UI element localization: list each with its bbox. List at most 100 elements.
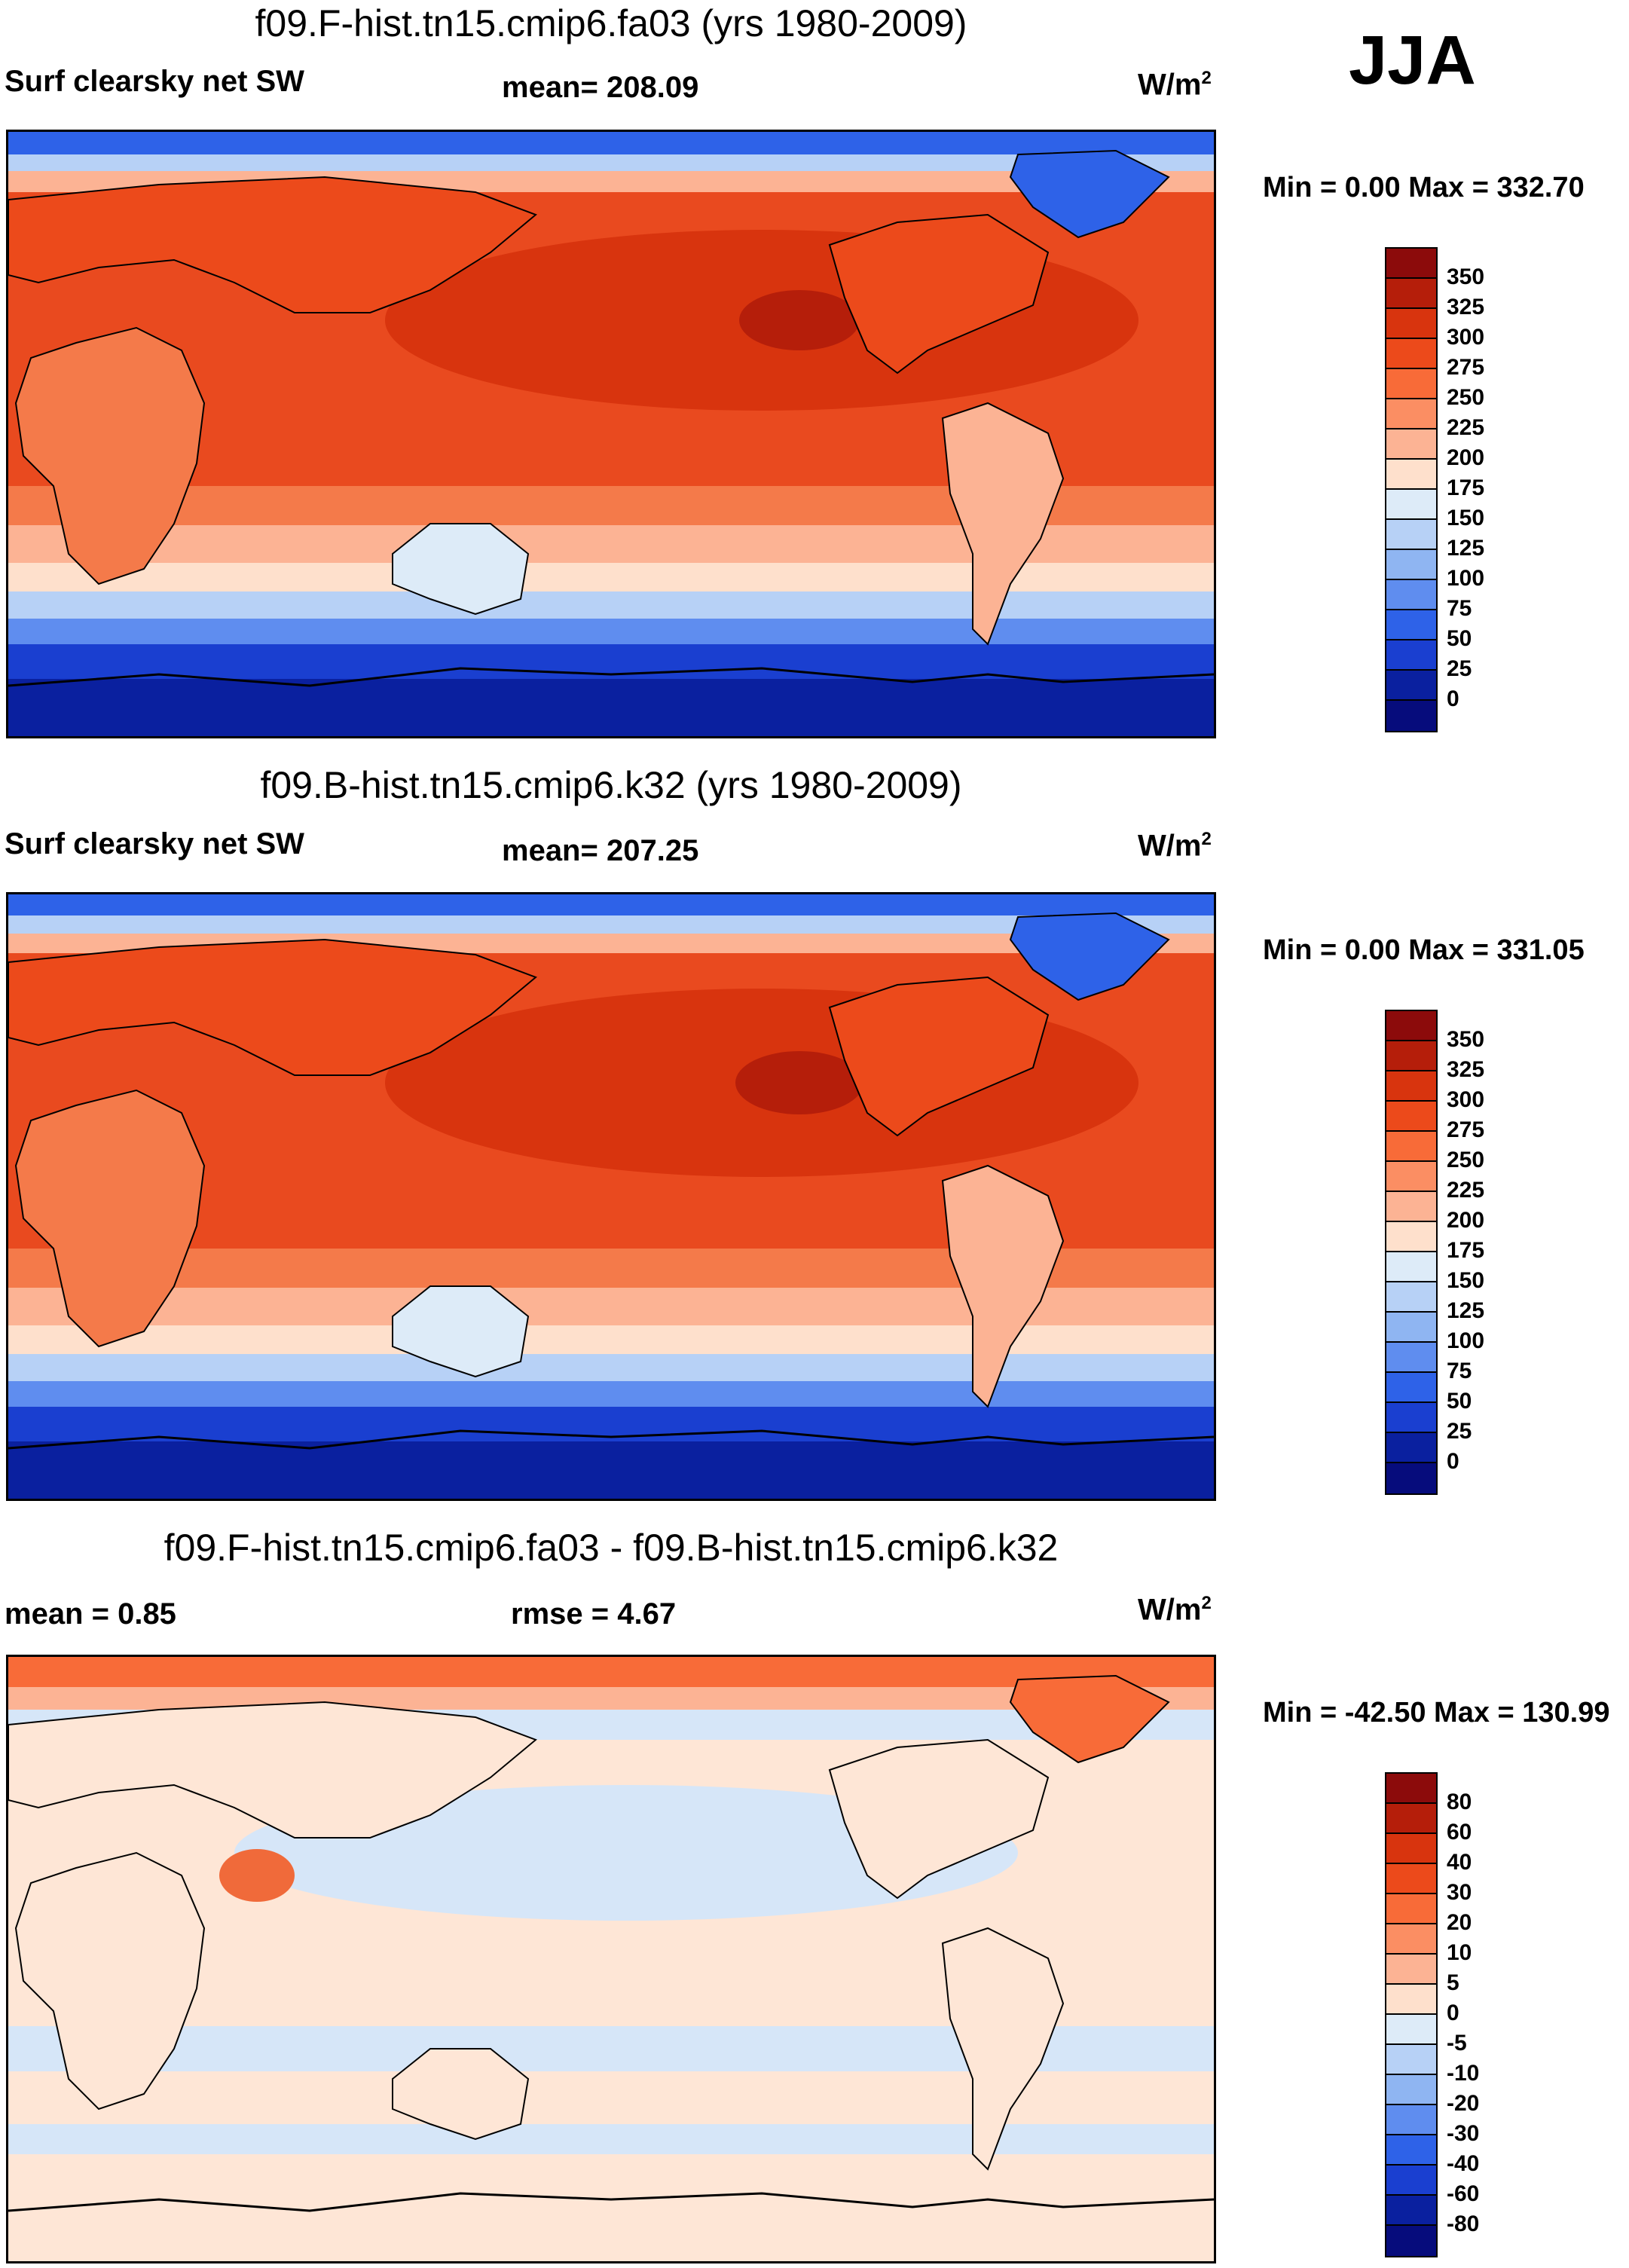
australia-landmass — [392, 2048, 530, 2141]
panel3-tick: 0 — [1447, 2001, 1459, 2025]
greenland-landmass — [1009, 1674, 1170, 1764]
panel3-colorbar — [1385, 1772, 1438, 2257]
panel3-tick: 40 — [1447, 1850, 1472, 1875]
panel3-tick: -40 — [1447, 2151, 1480, 2176]
diff-arctic-band — [8, 1657, 1214, 1687]
panel2-tick: 200 — [1447, 1208, 1485, 1233]
panel1-tick: 50 — [1447, 626, 1472, 651]
panel3-tick: -30 — [1447, 2121, 1480, 2146]
panel2-colorbar-swatch-5 — [1386, 1132, 1436, 1162]
panel1-tick: 225 — [1447, 415, 1485, 440]
panel1-tick: 75 — [1447, 596, 1472, 621]
panel3-tick: 20 — [1447, 1910, 1472, 1935]
panel2-tick: 300 — [1447, 1087, 1485, 1112]
arctic-band — [8, 132, 1214, 154]
panel3-tick: 30 — [1447, 1880, 1472, 1905]
panel3-tick: -60 — [1447, 2181, 1480, 2206]
africa-landmass — [14, 326, 206, 585]
antarctica-coastline — [8, 667, 1214, 687]
panel1-colorbar-swatch-4 — [1386, 339, 1436, 369]
panel2-colorbar-swatch-11 — [1386, 1313, 1436, 1343]
south-dark-band — [8, 644, 1214, 679]
panel2-colorbar — [1385, 1010, 1438, 1495]
panel1-variable-label: Surf clearsky net SW — [5, 65, 304, 98]
panel2-colorbar-swatch-1 — [1386, 1011, 1436, 1041]
panel1-tick: 250 — [1447, 385, 1485, 410]
panel2-tick: 0 — [1447, 1449, 1459, 1474]
australia-landmass — [392, 523, 530, 616]
africa-landmass — [14, 1851, 206, 2111]
panel2-colorbar-swatch-12 — [1386, 1343, 1436, 1373]
panel3-colorbar-swatch-11 — [1386, 2075, 1436, 2105]
panel1-mean-label: mean= 208.09 — [502, 71, 699, 104]
panel2-mean-label: mean= 207.25 — [502, 834, 699, 867]
panel3-tick: 10 — [1447, 1940, 1472, 1965]
panel3-colorbar-swatch-2 — [1386, 1804, 1436, 1834]
panel3-map-svg — [8, 1657, 1214, 2261]
panel1-colorbar-swatch-6 — [1386, 399, 1436, 429]
panel2-colorbar-swatch-6 — [1386, 1162, 1436, 1192]
panel1-colorbar-swatch-10 — [1386, 520, 1436, 550]
panel3-colorbar-swatch-9 — [1386, 2015, 1436, 2045]
panel1-tick: 100 — [1447, 566, 1485, 591]
south-america-landmass — [941, 402, 1065, 646]
panel2-colorbar-swatch-8 — [1386, 1222, 1436, 1252]
panel2-tick: 225 — [1447, 1178, 1485, 1203]
panel2-tick: 75 — [1447, 1359, 1472, 1383]
panel3-tick: 80 — [1447, 1790, 1472, 1814]
panel1-map-svg — [8, 132, 1214, 736]
panel1-colorbar-swatch-11 — [1386, 550, 1436, 580]
panel1-tick: 25 — [1447, 656, 1472, 681]
panel3-colorbar-swatch-1 — [1386, 1774, 1436, 1804]
greenland-landmass — [1009, 149, 1170, 239]
panel3-colorbar-swatch-7 — [1386, 1955, 1436, 1985]
south-blue-band — [8, 1381, 1214, 1407]
south-dark-band — [8, 1407, 1214, 1441]
panel1-colorbar-swatch-9 — [1386, 490, 1436, 520]
panel1-colorbar-swatch-7 — [1386, 429, 1436, 460]
panel2-colorbar-swatch-13 — [1386, 1373, 1436, 1403]
south-blue-band — [8, 619, 1214, 644]
south-light-band — [8, 591, 1214, 619]
panel3-colorbar-swatch-14 — [1386, 2166, 1436, 2196]
panel1-tick: 325 — [1447, 295, 1485, 319]
panel1-colorbar-swatch-5 — [1386, 369, 1436, 399]
panel3-colorbar-swatch-5 — [1386, 1894, 1436, 1924]
south-cream-band — [8, 563, 1214, 591]
panel2-colorbar-swatch-15 — [1386, 1433, 1436, 1463]
panel3-tick: 60 — [1447, 1820, 1472, 1845]
diff-india-red — [219, 1849, 295, 1902]
panel2-variable-label: Surf clearsky net SW — [5, 827, 304, 860]
antarctica-coastline — [8, 2192, 1214, 2212]
panel3-colorbar-swatch-16 — [1386, 2226, 1436, 2256]
panel2-tick: 150 — [1447, 1268, 1485, 1293]
south-light-band — [8, 1354, 1214, 1381]
panel1-colorbar-swatch-1 — [1386, 249, 1436, 279]
australia-landmass — [392, 1285, 530, 1378]
panel3-colorbar-swatch-3 — [1386, 1834, 1436, 1864]
panel3-mean-label: mean = 0.85 — [5, 1597, 176, 1631]
panel1-tick: 350 — [1447, 264, 1485, 289]
panel3-colorbar-swatch-6 — [1386, 1924, 1436, 1955]
season-label: JJA — [1349, 22, 1476, 99]
panel1-map — [6, 130, 1216, 738]
panel2-map — [6, 892, 1216, 1501]
panel1-colorbar-swatch-2 — [1386, 279, 1436, 309]
panel2-colorbar-swatch-4 — [1386, 1102, 1436, 1132]
panel1-tick: 125 — [1447, 536, 1485, 561]
panel2-colorbar-swatch-3 — [1386, 1071, 1436, 1102]
eurasia-landmass — [8, 1701, 537, 1839]
panel1-tick: 275 — [1447, 355, 1485, 380]
panel1-colorbar-swatch-13 — [1386, 610, 1436, 640]
panel2-colorbar-swatch-10 — [1386, 1282, 1436, 1313]
panel1-colorbar-swatch-12 — [1386, 580, 1436, 610]
eurasia-landmass — [8, 176, 537, 313]
panel3-tick: -5 — [1447, 2031, 1467, 2056]
panel2-tick: 125 — [1447, 1298, 1485, 1323]
panel3-colorbar-swatch-4 — [1386, 1864, 1436, 1894]
panel2-minmax: Min = 0.00 Max = 331.05 — [1263, 934, 1585, 966]
panel2-tick: 25 — [1447, 1419, 1472, 1444]
panel2-colorbar-swatch-7 — [1386, 1192, 1436, 1222]
panel1-colorbar-swatch-16 — [1386, 701, 1436, 731]
panel3-title: f09.F-hist.tn15.cmip6.fa03 - f09.B-hist.… — [164, 1527, 1059, 1569]
